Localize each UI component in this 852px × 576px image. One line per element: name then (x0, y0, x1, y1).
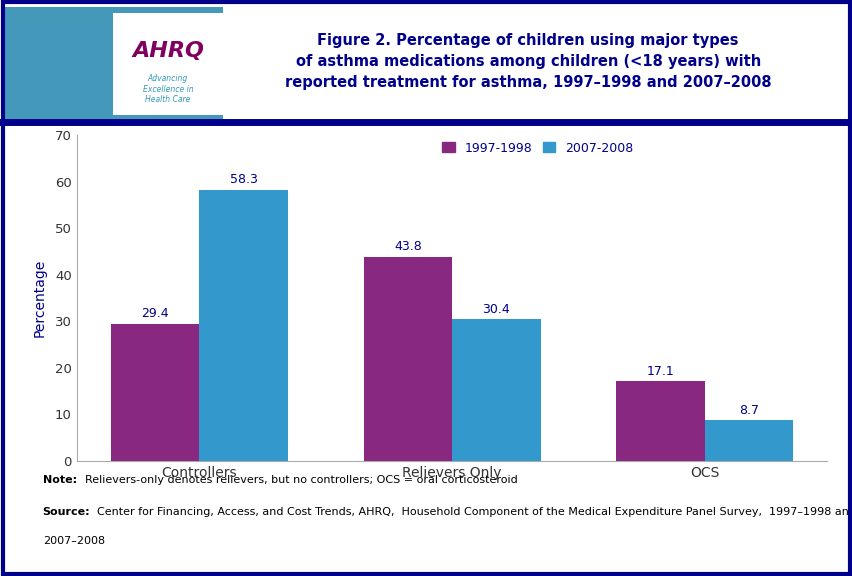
Text: AHRQ: AHRQ (132, 40, 204, 60)
Bar (363, 257, 452, 461)
Text: Note:: Note: (43, 475, 77, 485)
Y-axis label: Percentage: Percentage (32, 259, 47, 337)
Text: 8.7: 8.7 (738, 404, 758, 416)
Text: Figure 2. Percentage of children using major types
of asthma medications among c: Figure 2. Percentage of children using m… (285, 33, 771, 90)
Bar (452, 320, 540, 461)
Text: 29.4: 29.4 (141, 308, 169, 320)
Text: 17.1: 17.1 (646, 365, 674, 378)
Text: Relievers-only denotes relievers, but no controllers; OCS = oral corticosteroid: Relievers-only denotes relievers, but no… (78, 475, 518, 485)
Text: 2007–2008: 2007–2008 (43, 536, 105, 545)
Text: Center for Financing, Access, and Cost Trends, AHRQ,  Household Component of the: Center for Financing, Access, and Cost T… (89, 507, 852, 517)
Bar (112, 13, 222, 115)
Bar (199, 190, 287, 461)
Text: Source:: Source: (43, 507, 90, 517)
Legend: 1997-1998, 2007-2008: 1997-1998, 2007-2008 (442, 142, 633, 154)
Bar (616, 381, 704, 461)
Bar (3, 7, 222, 121)
Text: Advancing
Excellence in
Health Care: Advancing Excellence in Health Care (142, 74, 193, 104)
Text: 30.4: 30.4 (482, 303, 509, 316)
Text: 43.8: 43.8 (394, 240, 421, 253)
Bar (111, 324, 199, 461)
Text: 58.3: 58.3 (229, 173, 257, 186)
Bar (704, 420, 792, 461)
